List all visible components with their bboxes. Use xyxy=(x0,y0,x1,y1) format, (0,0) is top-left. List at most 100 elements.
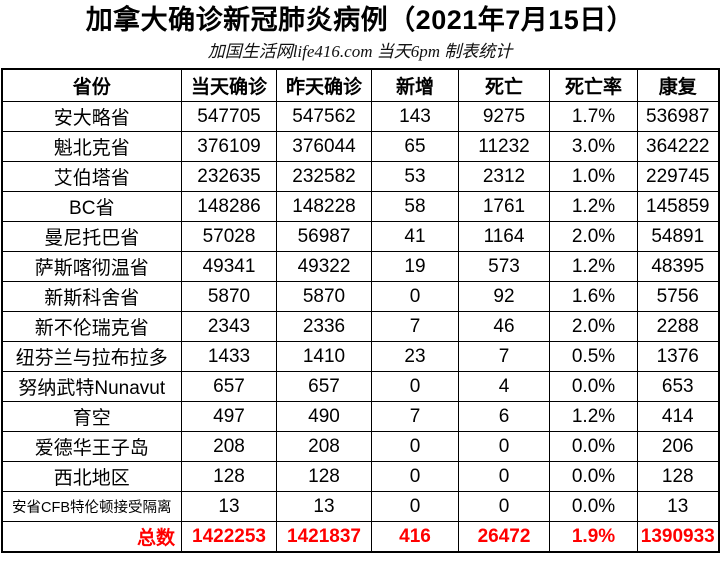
total-yesterday-confirmed: 1421837 xyxy=(276,521,372,553)
table-row: 安大略省 547705 547562 143 9275 1.7% 536987 xyxy=(1,101,719,132)
province-cell: 曼尼托巴省 xyxy=(1,221,182,252)
province-cell: 纽芬兰与拉布拉多 xyxy=(1,341,182,372)
table-row: 曼尼托巴省 57028 56987 41 1164 2.0% 54891 xyxy=(1,221,719,252)
value-cell: 7 xyxy=(371,401,459,432)
header-row: 省份 当天确诊 昨天确诊 新增 死亡 死亡率 康复 xyxy=(1,68,719,102)
value-cell: 11232 xyxy=(458,131,550,162)
total-today-confirmed: 1422253 xyxy=(181,521,277,553)
value-cell: 208 xyxy=(181,431,277,462)
value-cell: 92 xyxy=(458,281,550,312)
column-header-today-confirmed: 当天确诊 xyxy=(181,68,277,102)
value-cell: 0 xyxy=(371,371,459,402)
table-row: 艾伯塔省 232635 232582 53 2312 1.0% 229745 xyxy=(1,161,719,192)
value-cell: 657 xyxy=(181,371,277,402)
province-cell: 新不伦瑞克省 xyxy=(1,311,182,342)
value-cell: 0.0% xyxy=(549,431,638,462)
value-cell: 1.2% xyxy=(549,191,638,222)
total-new-cases: 416 xyxy=(371,521,459,553)
value-cell: 490 xyxy=(276,401,372,432)
province-cell: 西北地区 xyxy=(1,461,182,492)
column-header-new-cases: 新增 xyxy=(371,68,459,102)
value-cell: 1.2% xyxy=(549,401,638,432)
value-cell: 1.0% xyxy=(549,161,638,192)
value-cell: 414 xyxy=(637,401,719,432)
value-cell: 2336 xyxy=(276,311,372,342)
value-cell: 53 xyxy=(371,161,459,192)
value-cell: 1.6% xyxy=(549,281,638,312)
page-title: 加拿大确诊新冠肺炎病例（2021年7月15日） xyxy=(85,5,635,35)
value-cell: 206 xyxy=(637,431,719,462)
value-cell: 653 xyxy=(637,371,719,402)
value-cell: 0 xyxy=(371,431,459,462)
value-cell: 128 xyxy=(181,461,277,492)
table-row: 育空 497 490 7 6 1.2% 414 xyxy=(1,401,719,432)
value-cell: 0 xyxy=(371,491,459,522)
province-cell: 安大略省 xyxy=(1,101,182,132)
table-row: 爱德华王子岛 208 208 0 0 0.0% 206 xyxy=(1,431,719,462)
value-cell: 0.0% xyxy=(549,491,638,522)
province-cell: 萨斯喀彻温省 xyxy=(1,251,182,282)
value-cell: 7 xyxy=(371,311,459,342)
province-cell: 爱德华王子岛 xyxy=(1,431,182,462)
value-cell: 145859 xyxy=(637,191,719,222)
table-row: 努纳武特Nunavut 657 657 0 4 0.0% 653 xyxy=(1,371,719,402)
column-header-death-rate: 死亡率 xyxy=(549,68,638,102)
value-cell: 5756 xyxy=(637,281,719,312)
value-cell: 2343 xyxy=(181,311,277,342)
value-cell: 13 xyxy=(181,491,277,522)
table-footer: 总数 1422253 1421837 416 26472 1.9% 139093… xyxy=(1,521,719,553)
value-cell: 7 xyxy=(458,341,550,372)
value-cell: 0.0% xyxy=(549,371,638,402)
table-row: 西北地区 128 128 0 0 0.0% 128 xyxy=(1,461,719,492)
value-cell: 232635 xyxy=(181,161,277,192)
value-cell: 13 xyxy=(276,491,372,522)
value-cell: 48395 xyxy=(637,251,719,282)
value-cell: 1410 xyxy=(276,341,372,372)
column-header-yesterday-confirmed: 昨天确诊 xyxy=(276,68,372,102)
covid-stats-table: 省份 当天确诊 昨天确诊 新增 死亡 死亡率 康复 安大略省 547705 5475… xyxy=(0,68,720,553)
value-cell: 232582 xyxy=(276,161,372,192)
value-cell: 657 xyxy=(276,371,372,402)
table-row: 纽芬兰与拉布拉多 1433 1410 23 7 0.5% 1376 xyxy=(1,341,719,372)
value-cell: 364222 xyxy=(637,131,719,162)
table-row: 魁北克省 376109 376044 65 11232 3.0% 364222 xyxy=(1,131,719,162)
value-cell: 497 xyxy=(181,401,277,432)
value-cell: 49322 xyxy=(276,251,372,282)
table-row: 安省CFB特伦顿接受隔离 13 13 0 0 0.0% 13 xyxy=(1,491,719,522)
value-cell: 2.0% xyxy=(549,311,638,342)
table-body: 安大略省 547705 547562 143 9275 1.7% 536987 魁北克省 376… xyxy=(1,101,719,522)
value-cell: 4 xyxy=(458,371,550,402)
province-cell: 新斯科舍省 xyxy=(1,281,182,312)
table-header: 省份 当天确诊 昨天确诊 新增 死亡 死亡率 康复 xyxy=(1,68,719,102)
column-header-recovered: 康复 xyxy=(637,68,719,102)
value-cell: 0 xyxy=(458,491,550,522)
province-cell: 努纳武特Nunavut xyxy=(1,371,182,402)
value-cell: 0 xyxy=(458,431,550,462)
value-cell: 3.0% xyxy=(549,131,638,162)
value-cell: 65 xyxy=(371,131,459,162)
total-death-rate: 1.9% xyxy=(549,521,638,553)
value-cell: 2312 xyxy=(458,161,550,192)
total-row: 总数 1422253 1421837 416 26472 1.9% 139093… xyxy=(1,521,719,553)
value-cell: 0 xyxy=(458,461,550,492)
province-cell: 魁北克省 xyxy=(1,131,182,162)
value-cell: 0.5% xyxy=(549,341,638,372)
table-row: BC省 148286 148228 58 1761 1.2% 145859 xyxy=(1,191,719,222)
total-label: 总数 xyxy=(1,521,182,553)
value-cell: 6 xyxy=(458,401,550,432)
value-cell: 19 xyxy=(371,251,459,282)
value-cell: 376109 xyxy=(181,131,277,162)
column-header-deaths: 死亡 xyxy=(458,68,550,102)
table-row: 萨斯喀彻温省 49341 49322 19 573 1.2% 48395 xyxy=(1,251,719,282)
province-cell: BC省 xyxy=(1,191,182,222)
value-cell: 143 xyxy=(371,101,459,132)
value-cell: 128 xyxy=(276,461,372,492)
value-cell: 41 xyxy=(371,221,459,252)
value-cell: 54891 xyxy=(637,221,719,252)
table-row: 新斯科舍省 5870 5870 0 92 1.6% 5756 xyxy=(1,281,719,312)
value-cell: 46 xyxy=(458,311,550,342)
table-row: 新不伦瑞克省 2343 2336 7 46 2.0% 2288 xyxy=(1,311,719,342)
value-cell: 1164 xyxy=(458,221,550,252)
value-cell: 536987 xyxy=(637,101,719,132)
province-cell: 艾伯塔省 xyxy=(1,161,182,192)
